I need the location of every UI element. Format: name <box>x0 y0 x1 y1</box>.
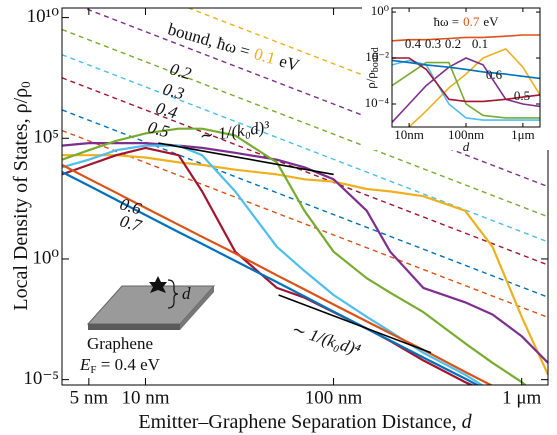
x-tick-label: 100nm <box>448 127 484 142</box>
y-tick-label: 10¹⁰ <box>27 6 60 27</box>
y-tick-label: 10⁰ <box>32 247 59 268</box>
x-axis-label-part: Emitter–Graphene Separation Distance, <box>138 411 461 433</box>
series-line <box>62 142 548 364</box>
inset-background <box>362 4 552 150</box>
fermi-label: EF = 0.4 eV <box>79 355 161 376</box>
series-label: 0.5 <box>146 117 172 141</box>
bound-line <box>62 129 548 319</box>
graphene-label: Graphene <box>87 334 153 353</box>
bound-line <box>82 8 548 188</box>
x-tick-label: 1μm <box>511 127 535 142</box>
y-tick-label: 10⁻⁴ <box>365 95 390 110</box>
series-line <box>392 61 540 119</box>
bound-line <box>62 28 548 218</box>
guide-label: ∼ 1/(k₀d)⁴ <box>290 319 363 359</box>
y-tick-label: 10⁵ <box>33 127 59 148</box>
series-label: 0.7 <box>118 211 145 236</box>
x-axis-label: Emitter–Graphene Separation Distance, d <box>138 411 472 433</box>
inset-series-label: 0.2 <box>445 36 461 51</box>
y-axis-label-part: Local Density of States, ρ/ρ <box>10 88 32 311</box>
x-tick-label: 10nm <box>394 127 424 142</box>
bound-line <box>62 54 548 243</box>
graphene-edge <box>180 286 214 330</box>
series-line <box>392 57 540 103</box>
inset-x-label: d <box>463 139 470 154</box>
guide-line <box>278 294 432 354</box>
bound-line <box>62 109 548 298</box>
inset-series-label: 0.1 <box>472 36 488 51</box>
series-line <box>407 48 540 127</box>
guide-line <box>158 142 334 176</box>
bound-line <box>62 77 548 266</box>
series-line <box>62 171 480 385</box>
inset-y-label: ρ/ρbound <box>363 47 381 89</box>
x-tick-label: 5 nm <box>70 387 109 408</box>
series-line <box>62 144 484 385</box>
series-line <box>392 59 540 80</box>
inset-y-label-part: ρ/ρ <box>363 72 378 89</box>
fermi-label-part: F <box>90 364 96 376</box>
inset-y-label-part: bound <box>370 47 381 72</box>
inset-series-label: 0.6 <box>486 67 503 82</box>
x-tick-label: 100 nm <box>305 387 363 408</box>
inset-series-label: 0.5 <box>514 88 530 103</box>
graphene-edge <box>88 324 180 330</box>
x-tick-label: 1 μm <box>502 387 541 408</box>
fermi-label-part: = 0.4 eV <box>97 355 161 374</box>
series-line <box>62 154 548 376</box>
x-tick-label: 10 nm <box>121 387 169 408</box>
inset-series-label: 0.3 <box>425 36 441 51</box>
series-line <box>62 127 527 385</box>
y-tick-label: 10⁻⁵ <box>23 368 59 389</box>
inset-energy-label-part: ħω = <box>433 14 459 29</box>
y-axis-label: Local Density of States, ρ/ρ0 <box>10 81 33 310</box>
inset-energy-label: ħω = 0.7 eV <box>433 14 499 29</box>
plot-area <box>62 8 548 385</box>
bound-label-part: eV <box>277 51 302 75</box>
guide-label: ∼ 1/(k₀d)³ <box>198 117 271 146</box>
emitter <box>149 276 167 293</box>
bound-label-part: bound, ħω = <box>166 19 252 61</box>
distance-label: d <box>182 284 191 303</box>
fermi-label-part: E <box>79 355 91 374</box>
y-tick-label: 10⁰ <box>371 3 389 18</box>
distance-brace <box>167 279 179 309</box>
y-axis-label-part: 0 <box>18 81 33 88</box>
inset-series-label: 0.4 <box>405 36 422 51</box>
series-line <box>392 57 540 123</box>
bound-label-part: 0.1 <box>252 44 278 68</box>
inset-energy-label-part: 0.7 <box>463 14 480 29</box>
x-axis-label-part: d <box>462 411 473 433</box>
y-tick-label: 10⁻² <box>365 49 389 64</box>
plot-area <box>392 34 540 127</box>
series-line <box>392 34 540 42</box>
series-line <box>62 163 494 385</box>
inset-energy-label-part: eV <box>483 14 499 29</box>
plot-frame <box>61 7 549 386</box>
